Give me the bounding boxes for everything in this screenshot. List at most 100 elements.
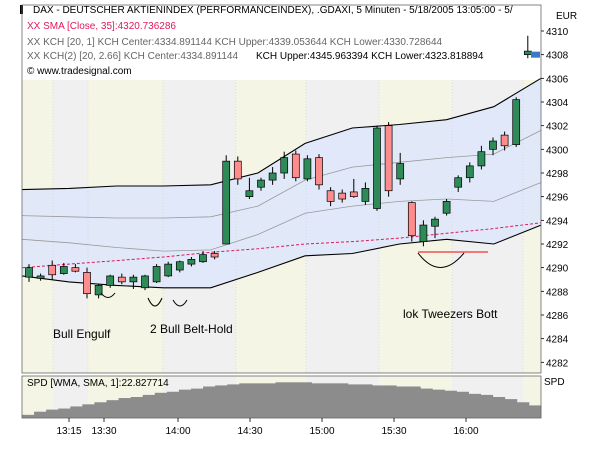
candle-body-22 [280,157,289,174]
candle-body-2 [48,264,57,276]
kch1-lower-line [21,182,542,252]
candle-body-18 [233,160,242,180]
y-tick-label-4286: 4286 [546,311,569,322]
belt-hold-marker-1 [147,297,163,307]
x-tick-label-4: 15:00 [309,426,334,437]
spd-bar-40 [504,399,518,418]
x-tick-label-5: 15:30 [381,426,406,437]
spd-bar-19 [251,383,264,418]
spd-bar-32 [408,386,421,418]
spd-bar-31 [396,386,409,418]
spd-bar-11 [154,392,168,418]
candle-body-16 [210,253,219,258]
axes: 4282 4284 4286 4288 4290 4292 4294 4296 4298 4300… [21,4,569,437]
candle-body-35 [431,218,439,227]
candle-body-6 [94,285,103,296]
candle-body-30 [373,127,381,209]
spd-bar-13 [178,389,192,418]
copyright: © www.tradesignal.com [27,66,132,77]
annotation-tweezers: lok Tweezers Bott [403,307,498,321]
spd-bar-20 [263,383,276,418]
spd-bar-16 [215,385,228,418]
sma-line [21,222,542,269]
spd-bar-39 [492,397,506,418]
candle-body-29 [361,188,370,202]
spd-bar-3 [58,408,71,418]
annotation-bull-engulf: Bull Engulf [53,327,111,341]
candle-body-34 [419,224,428,242]
candle-body-15 [199,254,207,263]
candle-body-0 [25,267,33,278]
spd-bar-34 [432,389,445,418]
chart-title: DAX - DEUTSCHER AKTIENINDEX (PERFORMANCE… [33,5,513,16]
spd-bar-25 [323,383,337,418]
candle-body-27 [338,192,347,200]
candle-body-32 [396,163,405,180]
candle-body-14 [187,259,196,265]
candle-body-26 [326,190,335,202]
candle-body-36 [442,201,451,214]
candlesticks [25,35,532,299]
x-tick-label-2: 14:00 [165,426,190,437]
spd-bar-28 [359,384,373,418]
candle-body-37 [454,177,463,188]
spd-bar-15 [203,386,216,418]
spd-bar-30 [384,385,397,418]
candle-body-9 [129,276,138,283]
candle-body-24 [303,158,312,180]
y-tick-label-4304: 4304 [546,98,569,109]
last-price-marker [531,51,540,58]
y-tick-label-4290: 4290 [546,264,569,275]
spd-bar-38 [480,394,494,418]
kch2-legend-b: KCH Upper:4345.963394 KCH Lower:4323.818… [256,51,484,62]
y-tick-label-4292: 4292 [546,240,569,251]
spd-bar-6 [94,402,107,418]
spd-bar-26 [335,383,349,418]
belt-hold-marker-2 [172,299,188,307]
candle-body-31 [384,125,393,192]
currency-label: EUR [556,11,577,22]
spd-bar-33 [420,388,433,418]
x-tick-label-0: 13:15 [56,426,81,437]
y-tick-label-4300: 4300 [546,145,569,156]
spd-bar-4 [70,406,83,418]
y-tick-label-4306: 4306 [546,74,569,85]
candle-body-3 [59,266,68,274]
y-tick-label-4288: 4288 [546,287,569,298]
x-tick-label-3: 14:30 [237,426,262,437]
spd-bar-9 [130,397,144,418]
spd-bar-35 [444,390,457,418]
y-tick-label-4308: 4308 [546,51,569,62]
spd-bar-14 [190,388,204,418]
candle-body-13 [175,261,184,271]
spd-bar-27 [347,384,361,418]
y-tick-label-4302: 4302 [546,122,569,133]
candle-body-1 [36,275,45,279]
spd-axis-label: SPD [544,377,565,388]
spd-bar-24 [311,383,325,418]
candle-body-10 [141,275,149,289]
spd-bar-8 [118,398,132,418]
spd-bar-7 [106,400,119,418]
candle-body-25 [315,157,323,186]
spd-bar-10 [142,394,156,418]
candle-body-5 [83,272,91,295]
candle-body-39 [477,151,486,167]
pattern-markers [100,251,488,307]
candle-body-21 [268,172,277,181]
spd-bar-18 [239,383,252,418]
candle-body-4 [71,267,80,272]
spd-legend: SPD [WMA, SMA, 1]:22.827714 [27,378,169,389]
candle-body-20 [257,179,265,188]
spd-panel-frame [21,375,542,419]
legend-swatch-icon [20,5,23,14]
y-tick-label-4282: 4282 [546,358,569,369]
engulf-marker [100,292,116,298]
x-tick-label-6: 16:00 [453,426,478,437]
candle-body-19 [245,190,254,198]
spd-bar-23 [299,382,313,418]
kch1-upper-line [21,130,542,219]
candle-body-23 [291,153,300,179]
candle-body-12 [164,263,173,277]
